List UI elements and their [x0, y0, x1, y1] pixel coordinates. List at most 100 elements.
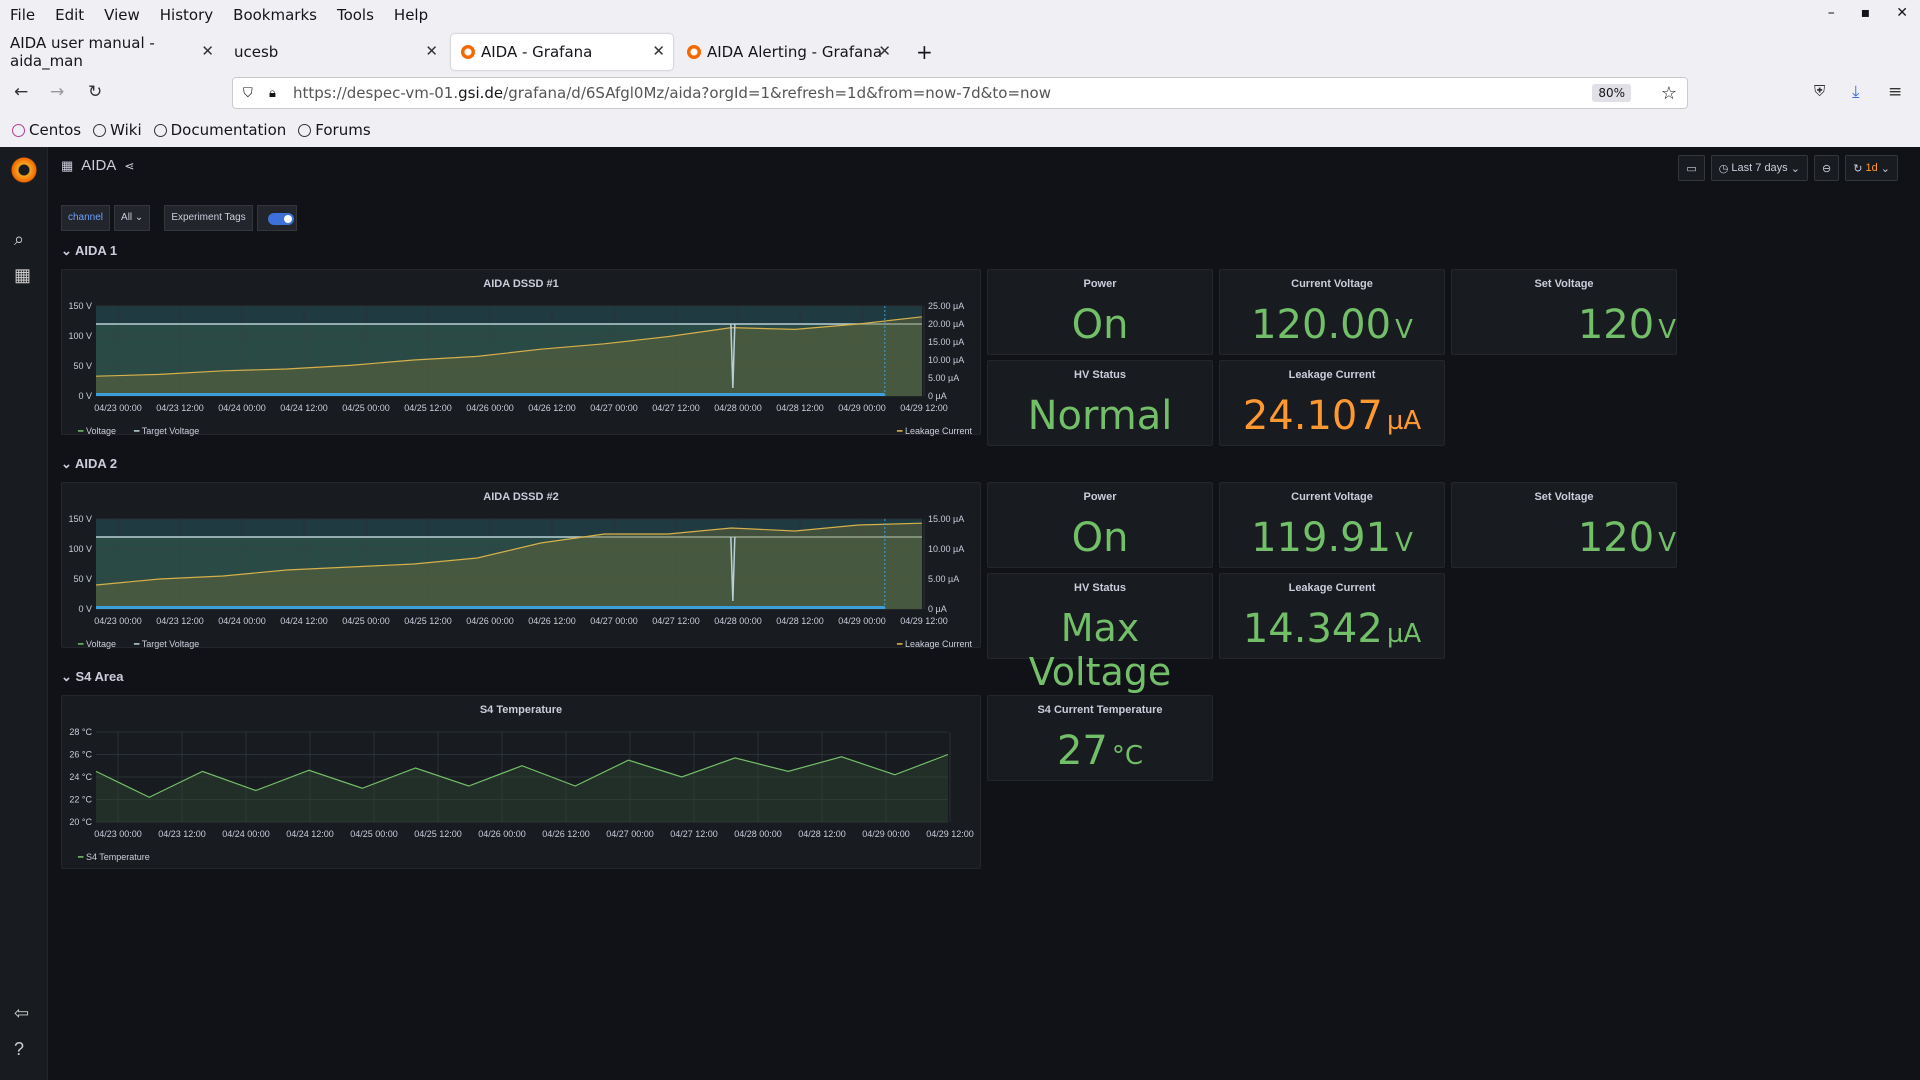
tags-toggle[interactable] — [256, 205, 297, 231]
menu-history[interactable]: History — [159, 6, 214, 24]
time-picker[interactable]: ◷ Last 7 days ⌄ — [1710, 155, 1808, 181]
legend-target[interactable]: ━ Target Voltage — [134, 426, 200, 436]
panel-title: Set Voltage — [1534, 491, 1594, 503]
panel-title: Current Voltage — [1291, 278, 1373, 290]
x-tick-label: 04/26 00:00 — [466, 616, 514, 626]
zoom-out-button[interactable]: ⊖ — [1813, 155, 1840, 181]
bookmark-centos[interactable]: Centos — [12, 121, 81, 139]
menu-view[interactable]: View — [104, 6, 140, 24]
bookmark-wiki[interactable]: Wiki — [93, 121, 142, 139]
dssd2-chart[interactable]: 150 V 100 V 50 V 0 V 15.00 µA 10.00 µA 5.00 µA… — [62, 483, 982, 649]
panel-dssd1-chart: AIDA DSSD #1 150 V 100 V 50 V 0 V 25.00 µA 20… — [61, 269, 982, 436]
close-tab-icon[interactable]: ✕ — [652, 42, 665, 60]
menu-edit[interactable]: Edit — [55, 6, 85, 24]
channel-select[interactable]: All ⌄ — [114, 205, 151, 231]
cv1-value: 120.00 V — [1251, 302, 1413, 348]
y-right-tick-label: 25.00 µA — [928, 301, 964, 311]
help-icon[interactable]: ? — [14, 1039, 25, 1059]
search-icon[interactable]: ⌕ — [14, 229, 25, 249]
leakage-current-line — [95, 522, 923, 586]
legend-leakage[interactable]: ━ Leakage Current — [897, 426, 972, 436]
grafana-logo-icon[interactable] — [11, 157, 37, 183]
legend-target[interactable]: ━ Target Voltage — [134, 639, 200, 649]
panel-title: Set Voltage — [1534, 278, 1594, 290]
panel-title: Leakage Current — [1288, 369, 1376, 381]
tab-alerting[interactable]: AIDA Alerting - Grafana ✕ — [677, 34, 899, 70]
tab-manual[interactable]: AIDA user manual - aida_man ✕ — [0, 34, 222, 70]
centos-icon — [12, 123, 25, 137]
legend-leakage[interactable]: ━ Leakage Current — [897, 639, 972, 649]
panel-title: Leakage Current — [1288, 582, 1376, 594]
close-tab-icon[interactable]: ✕ — [878, 42, 891, 60]
legend-voltage[interactable]: ━ Voltage — [78, 426, 116, 436]
legend-temperature[interactable]: ━ S4 Temperature — [78, 852, 150, 862]
y-right-tick-label: 10.00 µA — [928, 544, 964, 554]
minimize-icon[interactable]: – — [1827, 5, 1835, 21]
close-tab-icon[interactable]: ✕ — [201, 42, 214, 60]
y-right-tick-label: 0 µA — [928, 604, 947, 614]
tab-ucesb[interactable]: ucesb ✕ — [224, 34, 446, 70]
menu-help[interactable]: Help — [393, 6, 429, 24]
time-range-label: Last 7 days — [1731, 162, 1788, 174]
star-icon[interactable]: ☆ — [1660, 82, 1677, 104]
panel-title: S4 Temperature — [479, 704, 563, 716]
s4-temp-value: 27 °C — [1056, 728, 1144, 774]
x-tick-label: 04/26 00:00 — [478, 829, 526, 839]
dashboards-icon[interactable]: ▦ — [14, 265, 32, 285]
x-tick-label: 04/24 12:00 — [286, 829, 334, 839]
back-icon[interactable]: ← — [14, 82, 29, 102]
menu-bookmarks[interactable]: Bookmarks — [233, 6, 317, 24]
dashboard-toolbar: ▭ ◷ Last 7 days ⌄ ⊖ ↻ 1d ⌄ — [1678, 155, 1898, 181]
maximize-icon[interactable]: ▪ — [1860, 5, 1871, 21]
close-tab-icon[interactable]: ✕ — [425, 42, 438, 60]
x-tick-label: 04/28 00:00 — [714, 616, 762, 626]
menu-tools[interactable]: Tools — [336, 6, 374, 24]
close-window-icon[interactable]: ✕ — [1896, 5, 1908, 21]
bookmark-documentation[interactable]: Documentation — [153, 121, 286, 139]
tab-label: AIDA - Grafana — [481, 43, 593, 61]
x-tick-label: 04/23 00:00 — [94, 616, 142, 626]
s4-chart[interactable]: 28 °C 26 °C 24 °C 22 °C 20 °C04/23 00:00 04/2… — [62, 696, 982, 870]
refresh-button[interactable]: ↻ 1d ⌄ — [1845, 155, 1898, 181]
sign-out-icon[interactable]: ⇦ — [14, 1003, 30, 1023]
temperature-area — [96, 754, 948, 822]
url-bar[interactable]: ⛉ 🔒︎ https://despec-vm-01.gsi.de/grafana… — [232, 77, 1688, 109]
row-aida1[interactable]: ⌄ AIDA 1 — [61, 243, 118, 258]
channel-label: channel — [61, 205, 111, 231]
x-tick-label: 04/27 00:00 — [590, 403, 638, 413]
tab-grafana[interactable]: AIDA - Grafana ✕ — [451, 34, 673, 70]
x-tick-label: 04/27 12:00 — [670, 829, 718, 839]
monitor-icon: ▭ — [1686, 162, 1697, 175]
y-tick-label: 20 °C — [69, 817, 92, 827]
x-tick-label: 04/25 12:00 — [404, 403, 452, 413]
x-tick-label: 04/25 00:00 — [342, 616, 390, 626]
share-icon[interactable]: ⋖ — [124, 158, 135, 173]
panel-title: Power — [1083, 491, 1117, 503]
dssd1-chart[interactable]: 150 V 100 V 50 V 0 V 25.00 µA 20.00 µA 15.00 µ… — [62, 270, 982, 436]
pocket-icon[interactable]: ⛨ — [1814, 82, 1826, 100]
variables-bar: channel All ⌄ Experiment Tags — [61, 205, 297, 231]
power1-value: On — [1071, 302, 1129, 348]
new-tab-icon[interactable]: + — [916, 40, 933, 64]
x-tick-label: 04/29 00:00 — [838, 403, 886, 413]
sv2-value: 120 V — [1577, 515, 1676, 561]
menu-icon[interactable]: ≡ — [1888, 82, 1903, 102]
y-right-tick-label: 5.00 µA — [928, 574, 959, 584]
row-s4[interactable]: ⌄ S4 Area — [61, 669, 124, 684]
url-text: https://despec-vm-01.gsi.de/grafana/d/6S… — [293, 84, 1051, 102]
download-icon[interactable]: ⤓ — [1852, 82, 1860, 102]
reload-icon[interactable]: ↻ — [88, 82, 103, 102]
y-tick-label: 150 V — [68, 514, 92, 524]
y-right-tick-label: 10.00 µA — [928, 355, 964, 365]
forward-icon[interactable]: → — [50, 82, 65, 102]
x-tick-label: 04/24 12:00 — [280, 616, 328, 626]
row-aida2[interactable]: ⌄ AIDA 2 — [61, 456, 118, 471]
dashboard-title[interactable]: AIDA — [81, 157, 117, 174]
y-tick-label: 0 V — [78, 604, 92, 614]
zoom-level[interactable]: 80% — [1592, 84, 1631, 102]
tv-mode-button[interactable]: ▭ — [1678, 155, 1705, 181]
x-tick-label: 04/28 00:00 — [714, 403, 762, 413]
legend-voltage[interactable]: ━ Voltage — [78, 639, 116, 649]
menu-file[interactable]: File — [10, 6, 36, 24]
bookmark-forums[interactable]: Forums — [298, 121, 371, 139]
